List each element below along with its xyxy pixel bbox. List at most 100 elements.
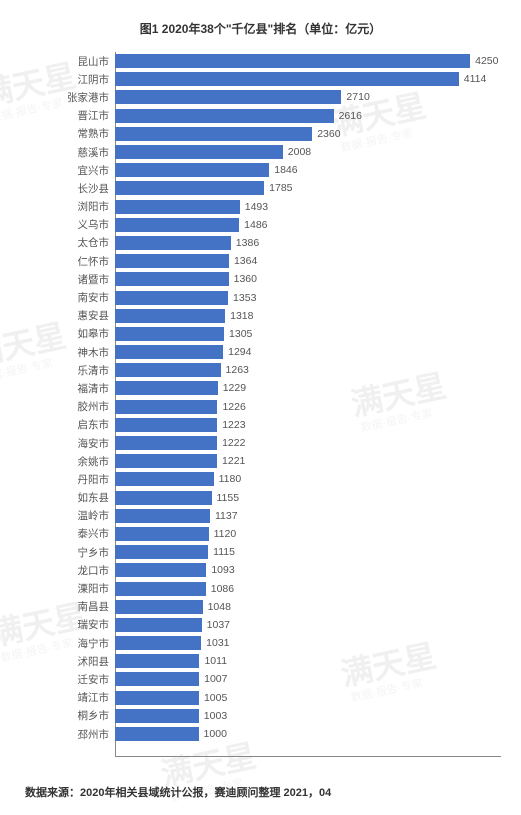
bar-value: 4114 <box>459 73 487 85</box>
bar-label: 义乌市 <box>78 217 116 232</box>
watermark-sub: 数据·报告·专家 <box>0 355 54 386</box>
bar-label: 张家港市 <box>67 90 115 105</box>
bar-row: 余姚市1221 <box>115 452 491 470</box>
bar-label: 启东市 <box>78 417 116 432</box>
bar: 1353 <box>115 291 228 305</box>
bar-value: 1846 <box>269 164 297 176</box>
bar: 1137 <box>115 509 210 523</box>
bar: 1011 <box>115 654 199 668</box>
bar-value: 1031 <box>201 637 229 649</box>
bar: 1222 <box>115 436 217 450</box>
bar-value: 1221 <box>217 455 245 467</box>
bar-value: 2710 <box>341 91 369 103</box>
bar-label: 南昌县 <box>78 599 116 614</box>
bar-value: 1222 <box>217 437 245 449</box>
bar-row: 龙口市1093 <box>115 561 491 579</box>
bar: 1048 <box>115 600 203 614</box>
watermark: 满天星 <box>0 591 90 656</box>
bar-row: 义乌市1486 <box>115 216 491 234</box>
bar-row: 靖江市1005 <box>115 689 491 707</box>
bar-label: 仁怀市 <box>78 254 116 269</box>
bar-row: 迁安市1007 <box>115 670 491 688</box>
bar-value: 1005 <box>199 692 227 704</box>
bar-value: 1364 <box>229 255 257 267</box>
bar-label: 宜兴市 <box>78 163 116 178</box>
bar-row: 宁乡市1115 <box>115 543 491 561</box>
bar-row: 太仓市1386 <box>115 234 491 252</box>
bar-value: 1263 <box>221 364 249 376</box>
bar: 1226 <box>115 400 217 414</box>
watermark: 满天星 <box>0 311 70 376</box>
bar-label: 神木市 <box>78 345 116 360</box>
bar-row: 晋江市2616 <box>115 107 491 125</box>
bar-label: 瑞安市 <box>78 617 116 632</box>
bar-row: 启东市1223 <box>115 416 491 434</box>
bar-row: 仁怀市1364 <box>115 252 491 270</box>
bar-label: 惠安县 <box>78 308 116 323</box>
bar-label: 太仓市 <box>78 235 116 250</box>
bar-label: 丹阳市 <box>78 472 116 487</box>
bar-value: 1493 <box>240 201 268 213</box>
bar: 1360 <box>115 272 229 286</box>
bar-row: 海安市1222 <box>115 434 491 452</box>
bar: 1364 <box>115 254 229 268</box>
bar-row: 溧阳市1086 <box>115 579 491 597</box>
bar: 1493 <box>115 200 240 214</box>
bar: 1093 <box>115 563 206 577</box>
chart-title: 图1 2020年38个"千亿县"排名（单位：亿元） <box>0 0 521 52</box>
bar: 2616 <box>115 109 334 123</box>
bar-label: 如皋市 <box>78 326 116 341</box>
bar-label: 泰兴市 <box>78 526 116 541</box>
bar: 1221 <box>115 454 217 468</box>
bar-label: 温岭市 <box>78 508 116 523</box>
bar-label: 溧阳市 <box>78 581 116 596</box>
chart-footer: 数据来源：2020年相关县域统计公报，赛迪顾问整理 2021，04 <box>25 784 331 800</box>
bar: 1007 <box>115 672 199 686</box>
bar: 1037 <box>115 618 202 632</box>
bar-row: 江阴市4114 <box>115 70 491 88</box>
bar-label: 海安市 <box>78 436 116 451</box>
bar-row: 如皋市1305 <box>115 325 491 343</box>
bar-label: 余姚市 <box>78 454 116 469</box>
bar-value: 1229 <box>218 382 246 394</box>
bar: 2710 <box>115 90 341 104</box>
bar: 2360 <box>115 127 312 141</box>
x-axis-line <box>115 756 501 757</box>
bar-value: 1180 <box>214 473 242 485</box>
bar-row: 长沙县1785 <box>115 179 491 197</box>
watermark-sub: 数据·报告·专家 <box>0 635 74 666</box>
bar: 1263 <box>115 363 221 377</box>
bar-value: 1305 <box>224 328 252 340</box>
bar: 1115 <box>115 545 208 559</box>
bar-value: 1115 <box>208 546 235 558</box>
bar-row: 常熟市2360 <box>115 125 491 143</box>
bar-row: 昆山市4250 <box>115 52 491 70</box>
bar: 1318 <box>115 309 225 323</box>
bar-label: 南安市 <box>78 290 116 305</box>
bar-value: 1003 <box>199 710 227 722</box>
bar-label: 福清市 <box>78 381 116 396</box>
bar-row: 如东县1155 <box>115 489 491 507</box>
bar-value: 1007 <box>199 673 227 685</box>
bar: 1305 <box>115 327 224 341</box>
chart-area: 昆山市4250江阴市4114张家港市2710晋江市2616常熟市2360慈溪市2… <box>115 52 491 752</box>
bar-row: 张家港市2710 <box>115 88 491 106</box>
bar-label: 迁安市 <box>78 672 116 687</box>
bar: 4114 <box>115 72 459 86</box>
bar-value: 1155 <box>212 492 240 504</box>
bar-label: 江阴市 <box>78 72 116 87</box>
bar-row: 桐乡市1003 <box>115 707 491 725</box>
bar-value: 2616 <box>334 110 362 122</box>
bar: 1223 <box>115 418 217 432</box>
bar-value: 1223 <box>217 419 245 431</box>
bar-row: 乐清市1263 <box>115 361 491 379</box>
bar-value: 1093 <box>206 564 234 576</box>
bar-row: 丹阳市1180 <box>115 470 491 488</box>
bar-value: 1353 <box>228 292 256 304</box>
bar-value: 1048 <box>203 601 231 613</box>
bar: 1486 <box>115 218 239 232</box>
bar-value: 1486 <box>239 219 267 231</box>
bar-row: 慈溪市2008 <box>115 143 491 161</box>
bar: 1120 <box>115 527 209 541</box>
bar-label: 慈溪市 <box>78 145 116 160</box>
